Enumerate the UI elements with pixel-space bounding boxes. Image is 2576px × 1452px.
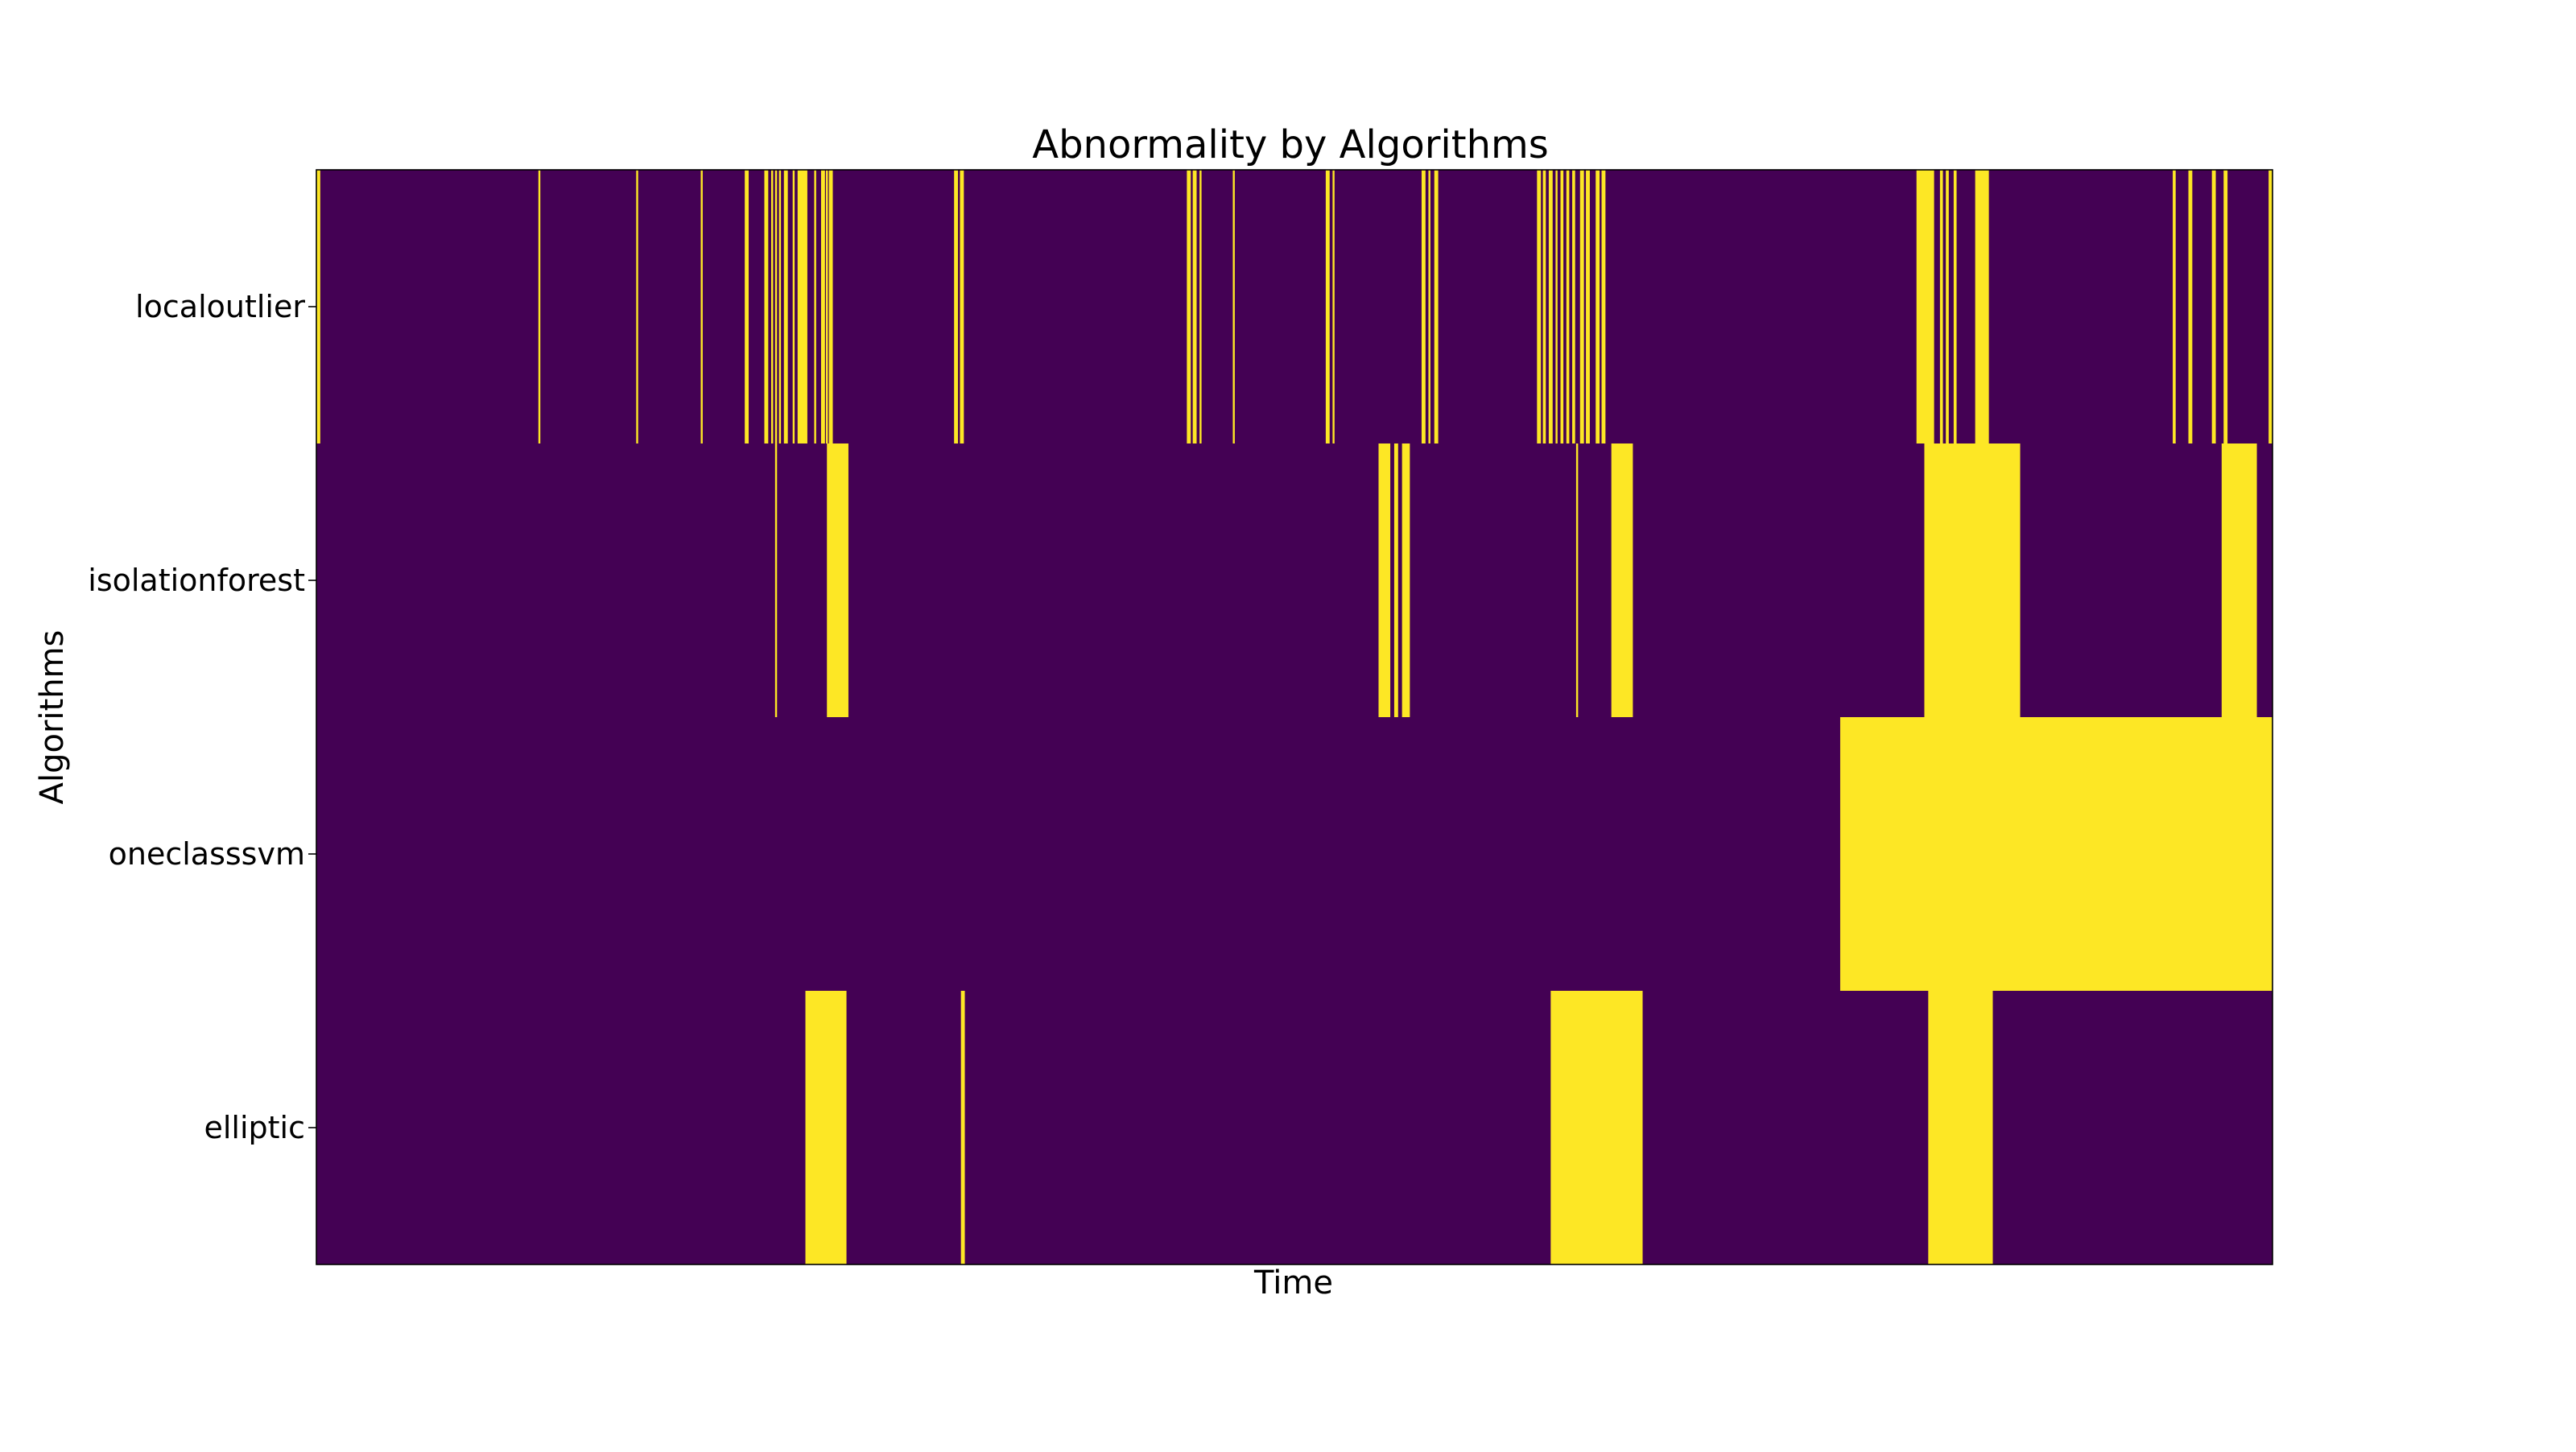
- heatmap-row-oneclasssvm: [316, 717, 2273, 992]
- abnormal-cell: [1560, 170, 1564, 444]
- abnormal-cell: [1434, 170, 1439, 444]
- y-axis-label: Algorithms: [34, 630, 71, 805]
- y-axis-ticks: localoutlier isolationforest oneclasssvm el…: [88, 289, 316, 1145]
- abnormal-cell: [1586, 170, 1590, 444]
- abnormal-cell: [1325, 170, 1330, 444]
- heatmap-row-elliptic: [316, 991, 2273, 1265]
- abnormal-cell: [2268, 170, 2273, 444]
- abnormal-cell: [1393, 443, 1398, 718]
- abnormal-cell: [1572, 170, 1575, 444]
- abnormal-cell: [827, 443, 848, 718]
- abnormal-cell: [774, 443, 778, 718]
- heatmap-row-isolationforest: [316, 443, 2273, 718]
- abnormal-cell: [954, 170, 959, 444]
- abnormal-cell: [814, 170, 816, 444]
- abnormal-cell: [538, 170, 541, 444]
- abnormal-cell: [826, 170, 828, 444]
- abnormal-cell: [1550, 991, 1643, 1265]
- abnormal-cell: [805, 991, 847, 1265]
- abnormal-cell: [1555, 170, 1558, 444]
- abnormal-cell: [1601, 170, 1606, 444]
- abnormal-cell: [745, 170, 749, 444]
- abnormal-cell: [1946, 170, 1949, 444]
- abnormal-cell: [778, 170, 782, 444]
- y-tick-label: isolationforest: [88, 563, 305, 598]
- abnormal-cell: [1924, 443, 2021, 718]
- heatmap-rows: [316, 170, 2273, 1265]
- abnormal-cell: [764, 170, 769, 444]
- abnormal-cell: [828, 170, 833, 444]
- abnormal-cell: [1975, 170, 1989, 444]
- abnormal-cell: [316, 170, 320, 444]
- abnormal-cell: [783, 170, 788, 444]
- chart-title: Abnormality by Algorithms: [1032, 122, 1549, 167]
- abnormal-cell: [1421, 170, 1426, 444]
- abnormal-cell: [1953, 170, 1957, 444]
- abnormal-cell: [700, 170, 703, 444]
- y-tick-label: elliptic: [204, 1110, 305, 1145]
- abnormal-cell: [820, 170, 825, 444]
- abnormal-cell: [960, 170, 964, 444]
- abnormal-cell: [1428, 170, 1430, 444]
- abnormal-cell: [1232, 170, 1235, 444]
- x-axis-label: Time: [1253, 1264, 1333, 1301]
- abnormal-cell: [1192, 170, 1197, 444]
- abnormal-cell: [1548, 170, 1553, 444]
- abnormal-cell: [1839, 717, 2273, 992]
- abnormal-cell: [792, 170, 795, 444]
- y-tick-label: localoutlier: [135, 289, 305, 324]
- abnormal-cell: [1542, 170, 1546, 444]
- y-tick-label: oneclasssvm: [109, 836, 305, 872]
- abnormal-cell: [2211, 170, 2216, 444]
- abnormal-cell: [774, 170, 778, 444]
- abnormal-cell: [1402, 443, 1410, 718]
- abnormal-cell: [960, 991, 965, 1265]
- abnormal-cell: [1378, 443, 1391, 718]
- abnormal-cell: [2188, 170, 2193, 444]
- abnormal-cell: [1575, 443, 1579, 718]
- abnormal-cell: [2223, 170, 2228, 444]
- abnormal-cell: [1566, 170, 1570, 444]
- abnormal-cell: [2221, 443, 2257, 718]
- heatmap-row-localoutlier: [316, 170, 2273, 444]
- abnormal-cell: [1611, 443, 1633, 718]
- abnormal-cell: [1939, 170, 1943, 444]
- abnormal-cell: [770, 170, 774, 444]
- abnormal-cell: [636, 170, 638, 444]
- abnormal-cell: [1579, 170, 1584, 444]
- plot-frame: [316, 169, 2273, 1265]
- abnormal-cell: [1199, 170, 1202, 444]
- abnormal-cell: [1928, 991, 1993, 1265]
- abnormal-cell: [797, 170, 807, 444]
- abnormal-cell: [1916, 170, 1934, 444]
- abnormal-cell: [1332, 170, 1335, 444]
- abnormal-cell: [1596, 170, 1600, 444]
- abnormal-cell: [2173, 170, 2176, 444]
- abnormal-cell: [1187, 170, 1191, 444]
- abnormal-cell: [1537, 170, 1542, 444]
